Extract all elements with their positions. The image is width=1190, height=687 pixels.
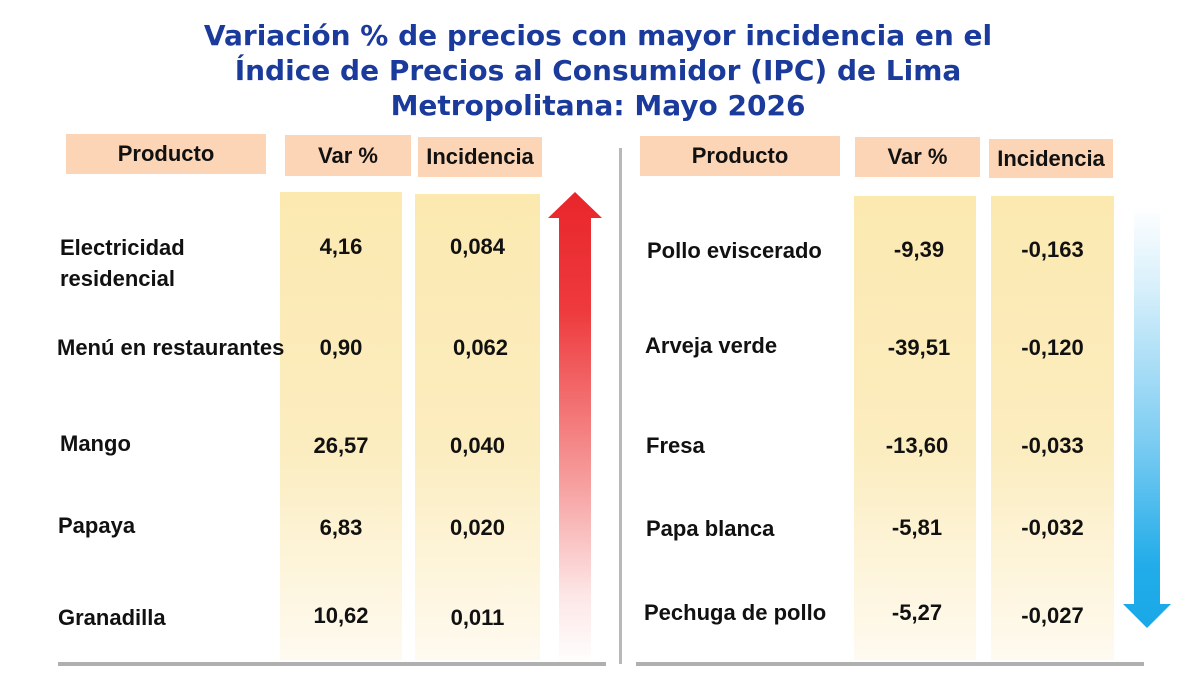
left-row-2-incidence: 0,062 — [452, 335, 509, 360]
left-row-2-product: Menú en restaurantes — [57, 335, 285, 360]
page-title: Variación % de precios con mayor inciden… — [200, 18, 996, 123]
right-header-incidence: Incidencia — [989, 139, 1113, 178]
right-row-4-product: Papa blanca — [646, 516, 775, 541]
arrow-up-icon — [548, 192, 602, 666]
title-line-2: Índice de Precios al Consumidor (IPC) de… — [234, 54, 962, 87]
title-line-3: Metropolitana: Mayo 2026 — [390, 89, 806, 122]
table-divider — [619, 148, 622, 664]
title-line-1: Variación % de precios con mayor inciden… — [203, 19, 993, 52]
left-row-5-var: 10,62 — [313, 603, 369, 628]
right-row-2-incidence: -0,120 — [1021, 335, 1084, 360]
left-header-product: Producto — [66, 134, 266, 174]
arrow-down-icon — [1123, 206, 1171, 628]
left-row-4-product: Papaya — [58, 513, 136, 538]
right-header-product: Producto — [640, 136, 840, 176]
right-row-5-incidence: -0,027 — [1021, 603, 1084, 628]
left-var-column-bg — [280, 192, 402, 660]
right-row-2-var: -39,51 — [887, 335, 951, 360]
right-header-var: Var % — [855, 137, 980, 177]
left-row-2-var: 0,90 — [319, 335, 363, 360]
right-bottom-rule — [636, 662, 1144, 666]
right-row-4-var: -5,81 — [891, 515, 943, 540]
left-row-4-incidence: 0,020 — [449, 515, 506, 540]
left-row-1-product: Electricidad residencial — [60, 235, 185, 291]
right-row-1-product: Pollo eviscerado — [647, 238, 822, 263]
left-row-4-var: 6,83 — [319, 515, 363, 540]
right-row-2-product: Arveja verde — [645, 333, 778, 358]
right-row-3-incidence: -0,033 — [1021, 433, 1084, 458]
left-bottom-rule — [58, 662, 606, 666]
left-header-var: Var % — [285, 135, 411, 176]
left-row-5-incidence: 0,011 — [450, 605, 505, 630]
left-header-incidence: Incidencia — [418, 137, 542, 177]
left-row-3-product: Mango — [60, 431, 131, 456]
right-row-5-var: -5,27 — [891, 600, 943, 625]
left-row-1-var: 4,16 — [319, 234, 363, 259]
left-incidence-column-bg — [415, 194, 540, 660]
left-row-3-var: 26,57 — [313, 433, 369, 458]
right-row-5-product: Pechuga de pollo — [644, 600, 827, 625]
right-row-4-incidence: -0,032 — [1021, 515, 1084, 540]
left-row-3-incidence: 0,040 — [449, 433, 506, 458]
right-var-column-bg — [854, 196, 976, 660]
right-row-3-product: Fresa — [646, 433, 705, 458]
left-row-5-product: Granadilla — [58, 605, 166, 630]
left-row-1-incidence: 0,084 — [449, 234, 506, 259]
right-incidence-column-bg — [991, 196, 1114, 660]
right-row-1-var: -9,39 — [893, 237, 945, 262]
right-row-3-var: -13,60 — [885, 433, 949, 458]
right-row-1-incidence: -0,163 — [1021, 237, 1084, 262]
